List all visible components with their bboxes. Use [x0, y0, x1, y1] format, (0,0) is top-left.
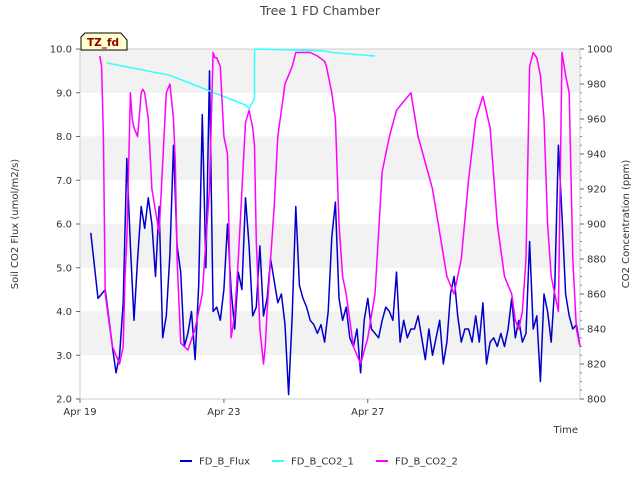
- x-tick-label: Apr 19: [63, 407, 96, 418]
- y-left-tick-label: 9.0: [56, 88, 72, 99]
- y-right-tick-label: 940: [587, 150, 606, 161]
- badge-box: [80, 32, 128, 51]
- y-right-tick-label: 900: [587, 220, 606, 231]
- y-left-tick-label: 3.0: [56, 351, 72, 362]
- y-axis-right: 800 820 840 860 880 900 920 940 960 980 1000: [580, 45, 612, 406]
- x-tick-label: Apr 23: [207, 407, 240, 418]
- y-right-tick-label: 840: [587, 325, 606, 336]
- legend-label: FD_B_CO2_2: [395, 457, 458, 468]
- x-axis-title: Time: [553, 425, 578, 436]
- badge-label: TZ_fd: [87, 37, 119, 49]
- y-left-tick-label: 4.0: [56, 307, 72, 318]
- y-right-tick-label: 920: [587, 185, 606, 196]
- legend-label: FD_B_CO2_1: [291, 457, 354, 468]
- series-line-fd-b-co2-1: [106, 48, 376, 110]
- y-left-tick-label: 5.0: [56, 263, 72, 274]
- series-line-fd-b-flux: [90, 70, 581, 396]
- x-tick-label: Apr 27: [351, 407, 384, 418]
- y-right-tick-label: 820: [587, 360, 606, 371]
- legend-label: FD_B_Flux: [199, 457, 250, 468]
- y-right-tick-label: 880: [587, 255, 606, 266]
- y-right-tick-label: 980: [587, 80, 606, 91]
- chart-title: Tree 1 FD Chamber: [259, 3, 381, 18]
- y-right-tick-label: 800: [587, 395, 606, 406]
- y-left-tick-label: 2.0: [56, 395, 72, 406]
- series-layer: [90, 48, 581, 396]
- y-left-tick-label: 10.0: [50, 45, 72, 56]
- y-left-tick-label: 6.0: [56, 220, 72, 231]
- y-axis-left-title: Soil CO2 Flux (umol/m2/s): [10, 159, 21, 289]
- y-axis-left: 2.0 3.0 4.0 5.0 6.0 7.0 8.0 9.0 10.0: [50, 45, 80, 406]
- y-right-tick-label: 960: [587, 115, 606, 126]
- y-right-tick-label: 1000: [587, 45, 612, 56]
- x-axis: Apr 19 Apr 23 Apr 27: [63, 399, 384, 418]
- site-badge: TZ_fd: [80, 32, 128, 51]
- y-right-tick-label: 860: [587, 290, 606, 301]
- grid-bands: [80, 49, 580, 356]
- grid-band: [80, 311, 580, 356]
- y-axis-right-title: CO2 Concentration (ppm): [621, 160, 632, 289]
- y-left-tick-label: 8.0: [56, 132, 72, 143]
- legend: FD_B_Flux FD_B_CO2_1 FD_B_CO2_2: [180, 457, 458, 468]
- y-left-tick-label: 7.0: [56, 176, 72, 187]
- grid-band: [80, 136, 580, 181]
- series-line-fd-b-co2-2: [99, 51, 581, 365]
